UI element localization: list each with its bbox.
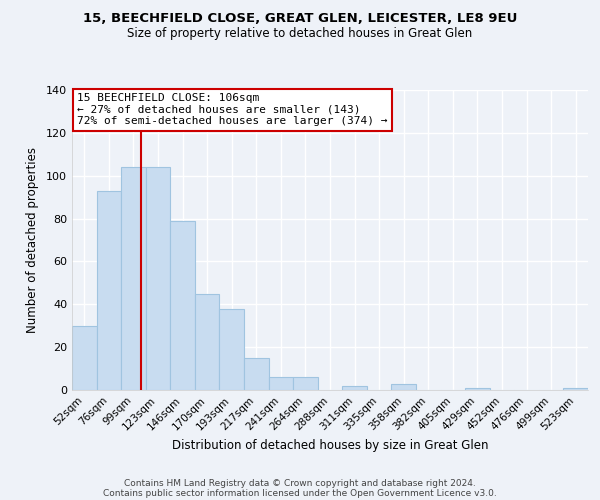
- Bar: [72, 326, 97, 390]
- Bar: [244, 358, 269, 390]
- Text: Size of property relative to detached houses in Great Glen: Size of property relative to detached ho…: [127, 28, 473, 40]
- Text: Contains HM Land Registry data © Crown copyright and database right 2024.: Contains HM Land Registry data © Crown c…: [124, 478, 476, 488]
- Y-axis label: Number of detached properties: Number of detached properties: [26, 147, 39, 333]
- Bar: [146, 167, 170, 390]
- Bar: [342, 386, 367, 390]
- Bar: [220, 308, 244, 390]
- Bar: [121, 167, 146, 390]
- Text: 15, BEECHFIELD CLOSE, GREAT GLEN, LEICESTER, LE8 9EU: 15, BEECHFIELD CLOSE, GREAT GLEN, LEICES…: [83, 12, 517, 26]
- Bar: [465, 388, 490, 390]
- Text: 15 BEECHFIELD CLOSE: 106sqm
← 27% of detached houses are smaller (143)
72% of se: 15 BEECHFIELD CLOSE: 106sqm ← 27% of det…: [77, 93, 388, 126]
- Bar: [195, 294, 220, 390]
- Bar: [97, 190, 121, 390]
- Bar: [269, 377, 293, 390]
- Bar: [563, 388, 588, 390]
- Bar: [293, 377, 318, 390]
- Bar: [170, 220, 195, 390]
- X-axis label: Distribution of detached houses by size in Great Glen: Distribution of detached houses by size …: [172, 438, 488, 452]
- Text: Contains public sector information licensed under the Open Government Licence v3: Contains public sector information licen…: [103, 488, 497, 498]
- Bar: [391, 384, 416, 390]
